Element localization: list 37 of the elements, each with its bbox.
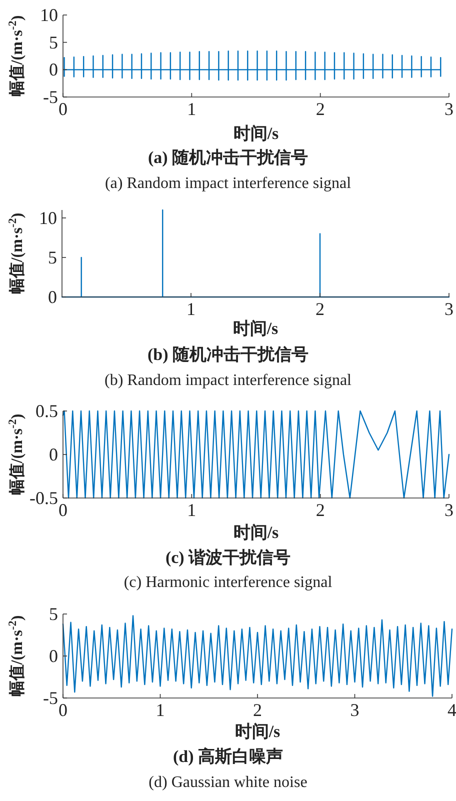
x-tick-label: 2 (253, 700, 262, 720)
x-tick-label: 3 (444, 299, 454, 319)
x-tick-label: 2 (316, 500, 325, 520)
x-axis-title: 时间/s (234, 722, 281, 741)
y-tick-label: -0.5 (30, 488, 58, 508)
text: (a) 随机冲击干扰信号 (148, 148, 308, 167)
x-tick-label: 4 (448, 700, 456, 720)
y-tick-label: 10 (40, 5, 58, 25)
y-tick-label: 0 (49, 60, 58, 80)
x-tick-label: 3 (444, 99, 454, 119)
text: (c) 谐波干扰信号 (165, 548, 291, 567)
text: (d) Gaussian white noise (148, 774, 308, 791)
text: (a) Random impact interference signal (104, 175, 352, 192)
x-tick-label: 2 (316, 299, 324, 319)
y-tick-label: 5 (48, 247, 57, 268)
text: (c) Harmonic interference signal (124, 574, 333, 591)
x-axis-title: 时间/s (233, 523, 280, 542)
x-tick-label: 3 (350, 700, 360, 720)
y-tick-label: -5 (43, 688, 58, 708)
y-tick-label: 10 (39, 208, 57, 228)
x-axis-title: 时间/s (233, 124, 280, 143)
x-tick-label: 1 (156, 700, 165, 720)
y-tick-label: 0.5 (36, 401, 58, 421)
x-axis-title: 时间/s (232, 319, 279, 338)
text: (b) 随机冲击干扰信号 (147, 345, 309, 364)
y-tick-label: -5 (43, 87, 58, 107)
x-tick-label: 3 (444, 500, 454, 520)
x-tick-label: 1 (187, 500, 196, 520)
x-tick-label: 1 (186, 299, 196, 319)
x-tick-label: 2 (316, 99, 325, 119)
y-tick-label: 0 (49, 646, 58, 666)
y-tick-label: 5 (49, 604, 58, 624)
text: (b) Random impact interference signal (104, 372, 352, 389)
y-tick-label: 0 (49, 444, 58, 464)
text: (d) 高斯白噪声 (172, 747, 284, 766)
x-tick-label: 1 (187, 99, 196, 119)
y-tick-label: 5 (49, 32, 58, 52)
